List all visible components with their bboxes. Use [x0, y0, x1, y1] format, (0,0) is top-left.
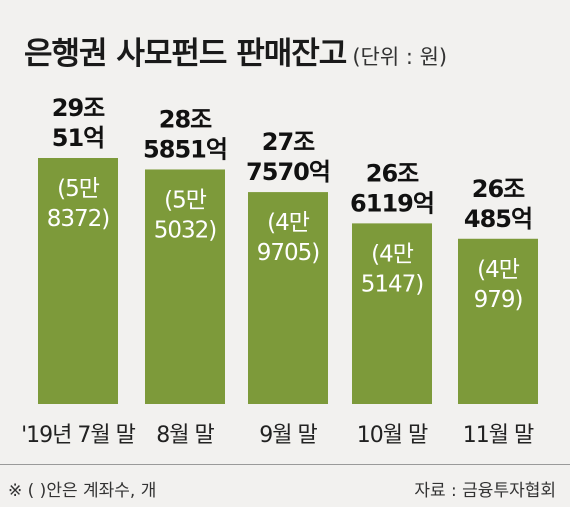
category-label-1: '19년 7월 말 — [21, 423, 136, 448]
account-label-4-1: (4만 — [371, 241, 414, 267]
account-label-5-2: 979) — [474, 287, 523, 313]
footer-divider — [0, 464, 570, 465]
account-label-2-2: 5032) — [154, 217, 217, 243]
value-label-1-1: 29조 — [52, 94, 105, 122]
category-label-5: 11월 말 — [463, 423, 534, 448]
category-label-4: 10월 말 — [357, 423, 428, 448]
bar-1 — [38, 158, 118, 404]
value-label-2-1: 28조 — [159, 105, 212, 133]
value-label-5-1: 26조 — [472, 175, 525, 203]
value-label-3-1: 27조 — [262, 128, 315, 156]
value-label-1-2: 51억 — [52, 124, 104, 152]
account-label-4-2: 5147) — [361, 271, 424, 297]
bar-2 — [145, 169, 225, 404]
account-label-2-1: (5만 — [164, 187, 207, 213]
account-label-1-2: 8372) — [47, 206, 110, 232]
bar-5 — [458, 238, 538, 404]
bar-4 — [352, 223, 432, 404]
bar-3 — [248, 192, 328, 404]
value-label-3-2: 7570억 — [246, 158, 330, 186]
account-label-3-2: 9705) — [257, 240, 320, 266]
chart-title: 은행권 사모펀드 판매잔고 (단위 : 원) — [24, 28, 447, 73]
value-label-4-1: 26조 — [366, 159, 419, 187]
source-credit: 자료 : 금융투자협회 — [414, 481, 556, 501]
category-label-2: 8월 말 — [156, 423, 214, 448]
account-label-3-1: (4만 — [267, 210, 310, 236]
account-label-5-1: (4만 — [477, 257, 520, 283]
value-label-5-2: 485억 — [464, 205, 532, 233]
footnote: ※ ( )안은 계좌수, 개 — [8, 481, 157, 501]
account-label-1-1: (5만 — [57, 176, 100, 202]
category-label-3: 9월 말 — [259, 423, 317, 448]
chart-title-text: 은행권 사모펀드 판매잔고 — [24, 36, 347, 72]
value-label-4-2: 6119억 — [350, 189, 434, 217]
unit-label: (단위 : 원) — [352, 45, 448, 69]
value-label-2-2: 5851억 — [143, 135, 227, 163]
